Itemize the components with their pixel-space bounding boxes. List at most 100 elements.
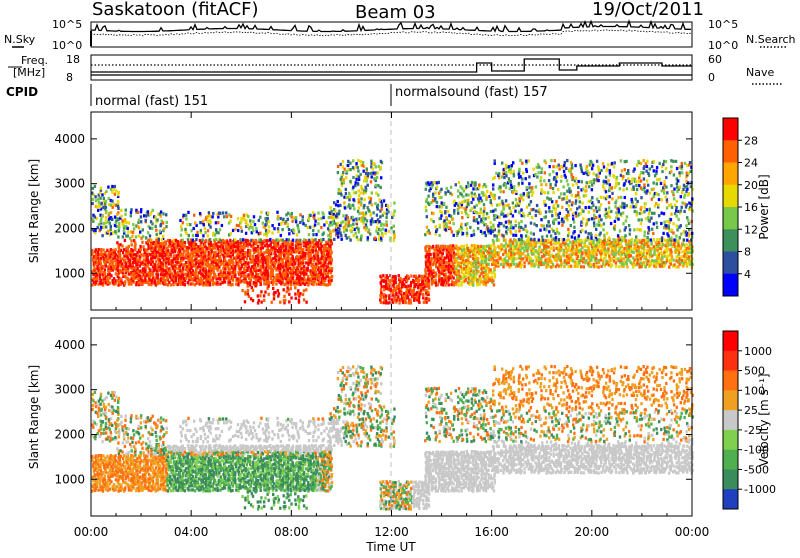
power-cell xyxy=(453,251,455,254)
power-cell xyxy=(130,214,132,217)
power-cell xyxy=(219,239,221,242)
power-cell xyxy=(375,184,377,187)
power-cell xyxy=(590,199,592,202)
power-cell xyxy=(499,256,501,259)
power-cell xyxy=(272,269,274,272)
power-cell xyxy=(682,243,684,246)
power-cell xyxy=(128,245,130,248)
power-cell xyxy=(196,234,198,237)
power-cell xyxy=(570,265,572,268)
power-cell xyxy=(248,265,250,268)
power-cell xyxy=(155,225,157,228)
power-cell xyxy=(426,215,428,218)
power-cell xyxy=(558,222,560,225)
power-cell xyxy=(552,191,554,194)
power-cell xyxy=(91,217,93,220)
power-cell xyxy=(467,247,469,250)
power-cell xyxy=(527,253,529,256)
power-cell xyxy=(357,210,359,213)
power-cell xyxy=(560,261,562,264)
power-cell xyxy=(463,267,465,270)
power-cell xyxy=(567,234,569,237)
power-cell xyxy=(480,267,482,270)
power-cell xyxy=(549,259,551,262)
power-cell xyxy=(497,245,499,248)
power-cell xyxy=(588,200,590,203)
power-cell xyxy=(457,246,459,249)
power-cell xyxy=(243,214,245,217)
power-cell xyxy=(393,225,395,228)
power-cell xyxy=(600,258,602,261)
power-cell xyxy=(443,202,445,205)
power-cell xyxy=(530,257,532,260)
power-cell xyxy=(202,220,204,223)
power-cell xyxy=(445,265,447,268)
power-cell xyxy=(559,212,561,215)
power-cell xyxy=(502,234,504,237)
power-cell xyxy=(521,182,523,185)
power-cell xyxy=(362,211,364,214)
power-cell xyxy=(197,245,199,248)
power-cell xyxy=(505,221,507,224)
power-cell xyxy=(455,253,457,256)
power-cell xyxy=(585,194,587,197)
power-cell xyxy=(360,234,362,237)
power-cell xyxy=(563,192,565,195)
power-cell xyxy=(485,249,487,252)
power-cell xyxy=(487,216,489,219)
power-cell xyxy=(376,214,378,217)
power-cell xyxy=(439,224,441,227)
power-cell xyxy=(296,224,298,227)
power-cell xyxy=(343,178,345,181)
power-cell xyxy=(366,167,368,170)
power-cell xyxy=(572,251,574,254)
power-cell xyxy=(263,251,265,254)
power-cell xyxy=(591,188,593,191)
power-cell xyxy=(366,226,368,229)
power-cell xyxy=(199,239,201,242)
power-cell xyxy=(560,180,562,183)
power-cell xyxy=(611,263,613,266)
power-cell xyxy=(487,267,489,270)
power-cell xyxy=(219,212,221,215)
power-cell xyxy=(473,219,475,222)
power-cell xyxy=(170,283,172,286)
power-cell xyxy=(496,204,498,207)
power-cell xyxy=(508,206,510,209)
power-cell xyxy=(593,172,595,175)
power-cell xyxy=(380,160,382,163)
power-cell xyxy=(149,253,151,256)
power-cell xyxy=(444,273,446,276)
power-cell xyxy=(192,282,194,285)
power-cell xyxy=(299,271,301,274)
power-cell xyxy=(187,211,189,214)
power-cell xyxy=(137,225,139,228)
power-cell xyxy=(216,281,218,284)
power-cell xyxy=(525,160,527,163)
power-cell xyxy=(204,243,206,246)
power-cell xyxy=(579,164,581,167)
power-cell xyxy=(352,226,354,229)
power-cell xyxy=(490,210,492,213)
power-cell xyxy=(536,224,538,227)
power-cell xyxy=(162,235,164,238)
power-cell xyxy=(252,239,254,242)
power-cell xyxy=(495,214,497,217)
power-cell xyxy=(287,223,289,226)
power-cell xyxy=(609,245,611,248)
power-cell xyxy=(585,206,587,209)
power-cell xyxy=(531,186,533,189)
power-cell xyxy=(612,247,614,250)
power-cell xyxy=(141,241,143,244)
power-cell xyxy=(458,181,460,184)
power-cell xyxy=(581,202,583,205)
power-cell xyxy=(342,220,344,223)
power-cell xyxy=(578,234,580,237)
power-cell xyxy=(160,210,162,213)
power-cell xyxy=(260,211,262,214)
power-cell xyxy=(208,251,210,254)
power-cell xyxy=(307,275,309,278)
power-cell xyxy=(299,213,301,216)
power-cell xyxy=(304,278,306,281)
power-cell xyxy=(444,222,446,225)
